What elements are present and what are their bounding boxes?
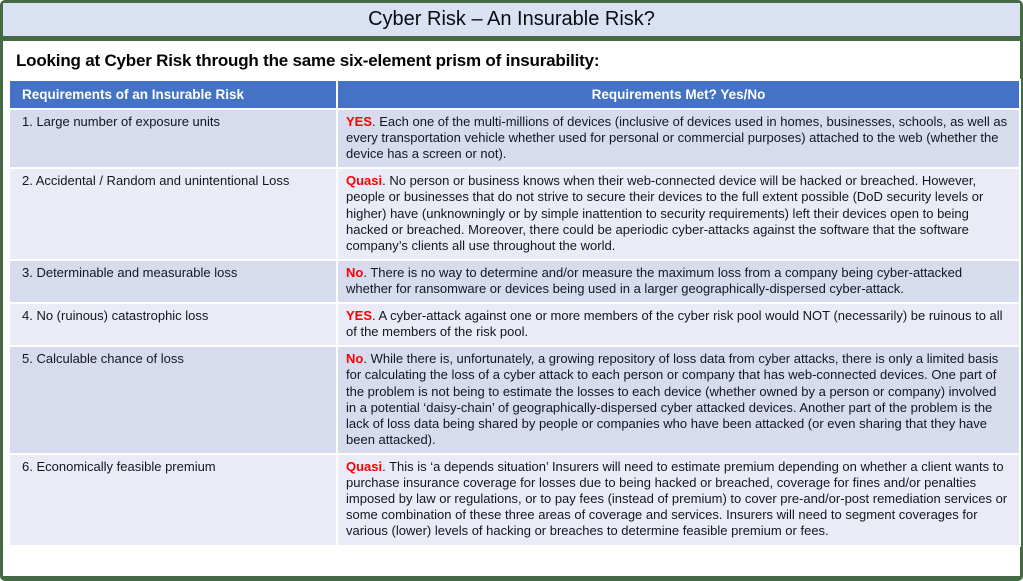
verdict-label: Quasi [346,173,383,189]
subtitle: Looking at Cyber Risk through the same s… [16,51,600,70]
table-row: 3. Determinable and measurable loss No. … [8,258,1021,305]
answer-text: . Each one of the multi-millions of devi… [346,114,1008,162]
verdict-label: No [346,264,364,280]
title-divider-rule [3,36,1020,41]
table-row: 2. Accidental / Random and unintentional… [8,167,1021,261]
answer-cell: Quasi. This is ‘a depends situation’ Ins… [336,452,1021,547]
verdict-label: YES [346,308,373,324]
answer-cell: Quasi. No person or business knows when … [336,167,1021,261]
table-row: 1. Large number of exposure units YES. E… [8,107,1021,170]
table-header-row: Requirements of an Insurable Risk Requir… [8,79,1021,110]
answer-text: . There is no way to determine and/or me… [346,264,963,296]
verdict-label: No [346,351,364,367]
column-header-requirements-met: Requirements Met? Yes/No [336,79,1021,110]
page-title: Cyber Risk – An Insurable Risk? [368,8,655,30]
title-bar: Cyber Risk – An Insurable Risk? [3,3,1020,36]
table-header: Requirements of an Insurable Risk Requir… [8,79,1021,110]
verdict-label: Quasi [346,458,383,474]
insurability-table: Requirements of an Insurable Risk Requir… [8,79,1021,547]
answer-text: . While there is, unfortunately, a growi… [346,351,999,447]
answer-cell: YES. Each one of the multi-millions of d… [336,107,1021,170]
requirement-cell: 1. Large number of exposure units [8,107,338,170]
requirement-cell: 5. Calculable chance of loss [8,345,338,455]
answer-text: . A cyber-attack against one or more mem… [346,308,1003,340]
table-row: 6. Economically feasible premium Quasi. … [8,452,1021,547]
table-row: 4. No (ruinous) catastrophic loss YES. A… [8,302,1021,348]
requirement-cell: 4. No (ruinous) catastrophic loss [8,302,338,348]
table-body: 1. Large number of exposure units YES. E… [8,107,1021,547]
answer-cell: No. While there is, unfortunately, a gro… [336,345,1021,455]
requirement-cell: 6. Economically feasible premium [8,452,338,547]
column-header-requirements: Requirements of an Insurable Risk [8,79,338,110]
answer-text: . This is ‘a depends situation’ Insurers… [346,458,1008,539]
requirement-cell: 3. Determinable and measurable loss [8,258,338,305]
verdict-label: YES [346,114,373,129]
answer-cell: No. There is no way to determine and/or … [336,258,1021,305]
answer-cell: YES. A cyber-attack against one or more … [336,302,1021,348]
answer-text: . No person or business knows when their… [346,173,984,253]
table-row: 5. Calculable chance of loss No. While t… [8,345,1021,455]
requirement-cell: 2. Accidental / Random and unintentional… [8,167,338,261]
